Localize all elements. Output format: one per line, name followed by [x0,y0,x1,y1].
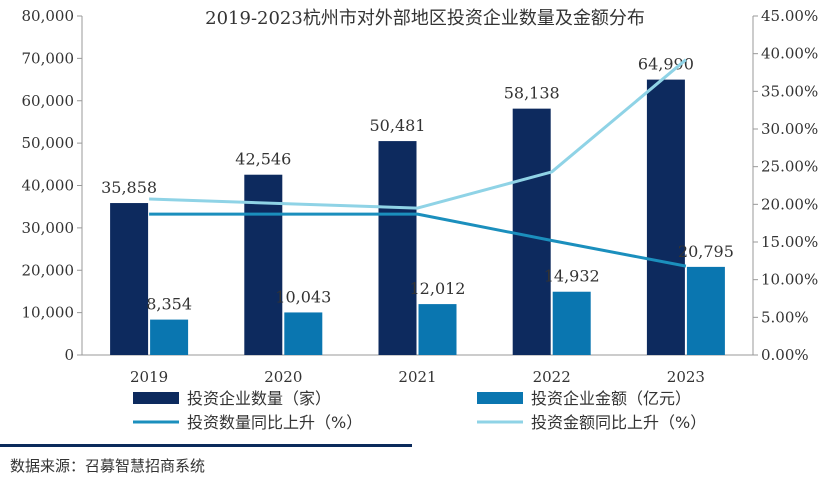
x-tick-label: 2023 [667,368,705,386]
x-tick-label: 2021 [398,368,436,386]
data-label: 64,990 [638,55,694,74]
data-label: 42,546 [235,150,291,169]
y-right-tick-label: 40.00% [761,45,818,63]
y-right-tick-label: 30.00% [761,120,818,138]
y-right-tick-label: 35.00% [761,82,818,100]
data-source: 数据来源：召募智慧招商系统 [10,457,206,475]
y-right-tick-label: 20.00% [761,195,818,213]
bar-amount [686,266,725,355]
y-left-tick-label: 20,000 [22,261,75,279]
legend-label: 投资企业金额（亿元） [531,389,691,408]
data-label: 35,858 [101,178,157,197]
y-right-tick-label: 45.00% [761,7,818,25]
legend-label: 投资企业数量（家） [187,389,331,408]
y-left-tick-label: 40,000 [22,177,75,195]
y-left-tick-label: 30,000 [22,219,75,237]
source-divider [0,444,412,447]
data-label: 58,138 [504,84,560,103]
data-label: 20,795 [678,242,734,261]
bar-count [646,79,685,356]
legend-label: 投资数量同比上升（%） [187,413,362,432]
data-label: 8,354 [146,295,192,314]
y-left-tick-label: 60,000 [22,92,75,110]
y-right-tick-label: 10.00% [761,271,818,289]
data-label: 14,932 [544,267,600,286]
data-label: 50,481 [370,116,426,135]
y-left-tick-label: 50,000 [22,134,75,152]
chart-title: 2019-2023杭州市对外部地区投资企业数量及金额分布 [205,8,645,29]
y-right-tick-label: 5.00% [761,308,809,326]
y-left-tick-label: 80,000 [22,7,75,25]
x-tick-label: 2020 [264,368,302,386]
data-label: 10,043 [275,287,331,306]
x-tick-label: 2019 [130,368,168,386]
bar-amount [552,291,591,355]
bar-amount [150,319,189,355]
y-right-tick-label: 0.00% [761,346,809,364]
y-right-tick-label: 25.00% [761,158,818,176]
bar-count [110,203,149,355]
data-label: 12,012 [410,279,466,298]
y-left-tick-label: 0 [64,346,74,364]
line-amount-growth [149,58,687,210]
legend-swatch [477,392,523,404]
bar-amount [418,304,457,355]
bar-amount [284,312,323,355]
y-right-tick-label: 15.00% [761,233,818,251]
x-tick-label: 2022 [533,368,571,386]
y-left-tick-label: 10,000 [22,304,75,322]
legend-swatch [133,392,179,404]
line-count-growth [149,212,687,268]
bar-count [512,108,551,355]
legend-label: 投资金额同比上升（%） [531,413,706,432]
bar-count [378,141,417,355]
y-left-tick-label: 70,000 [22,49,75,67]
